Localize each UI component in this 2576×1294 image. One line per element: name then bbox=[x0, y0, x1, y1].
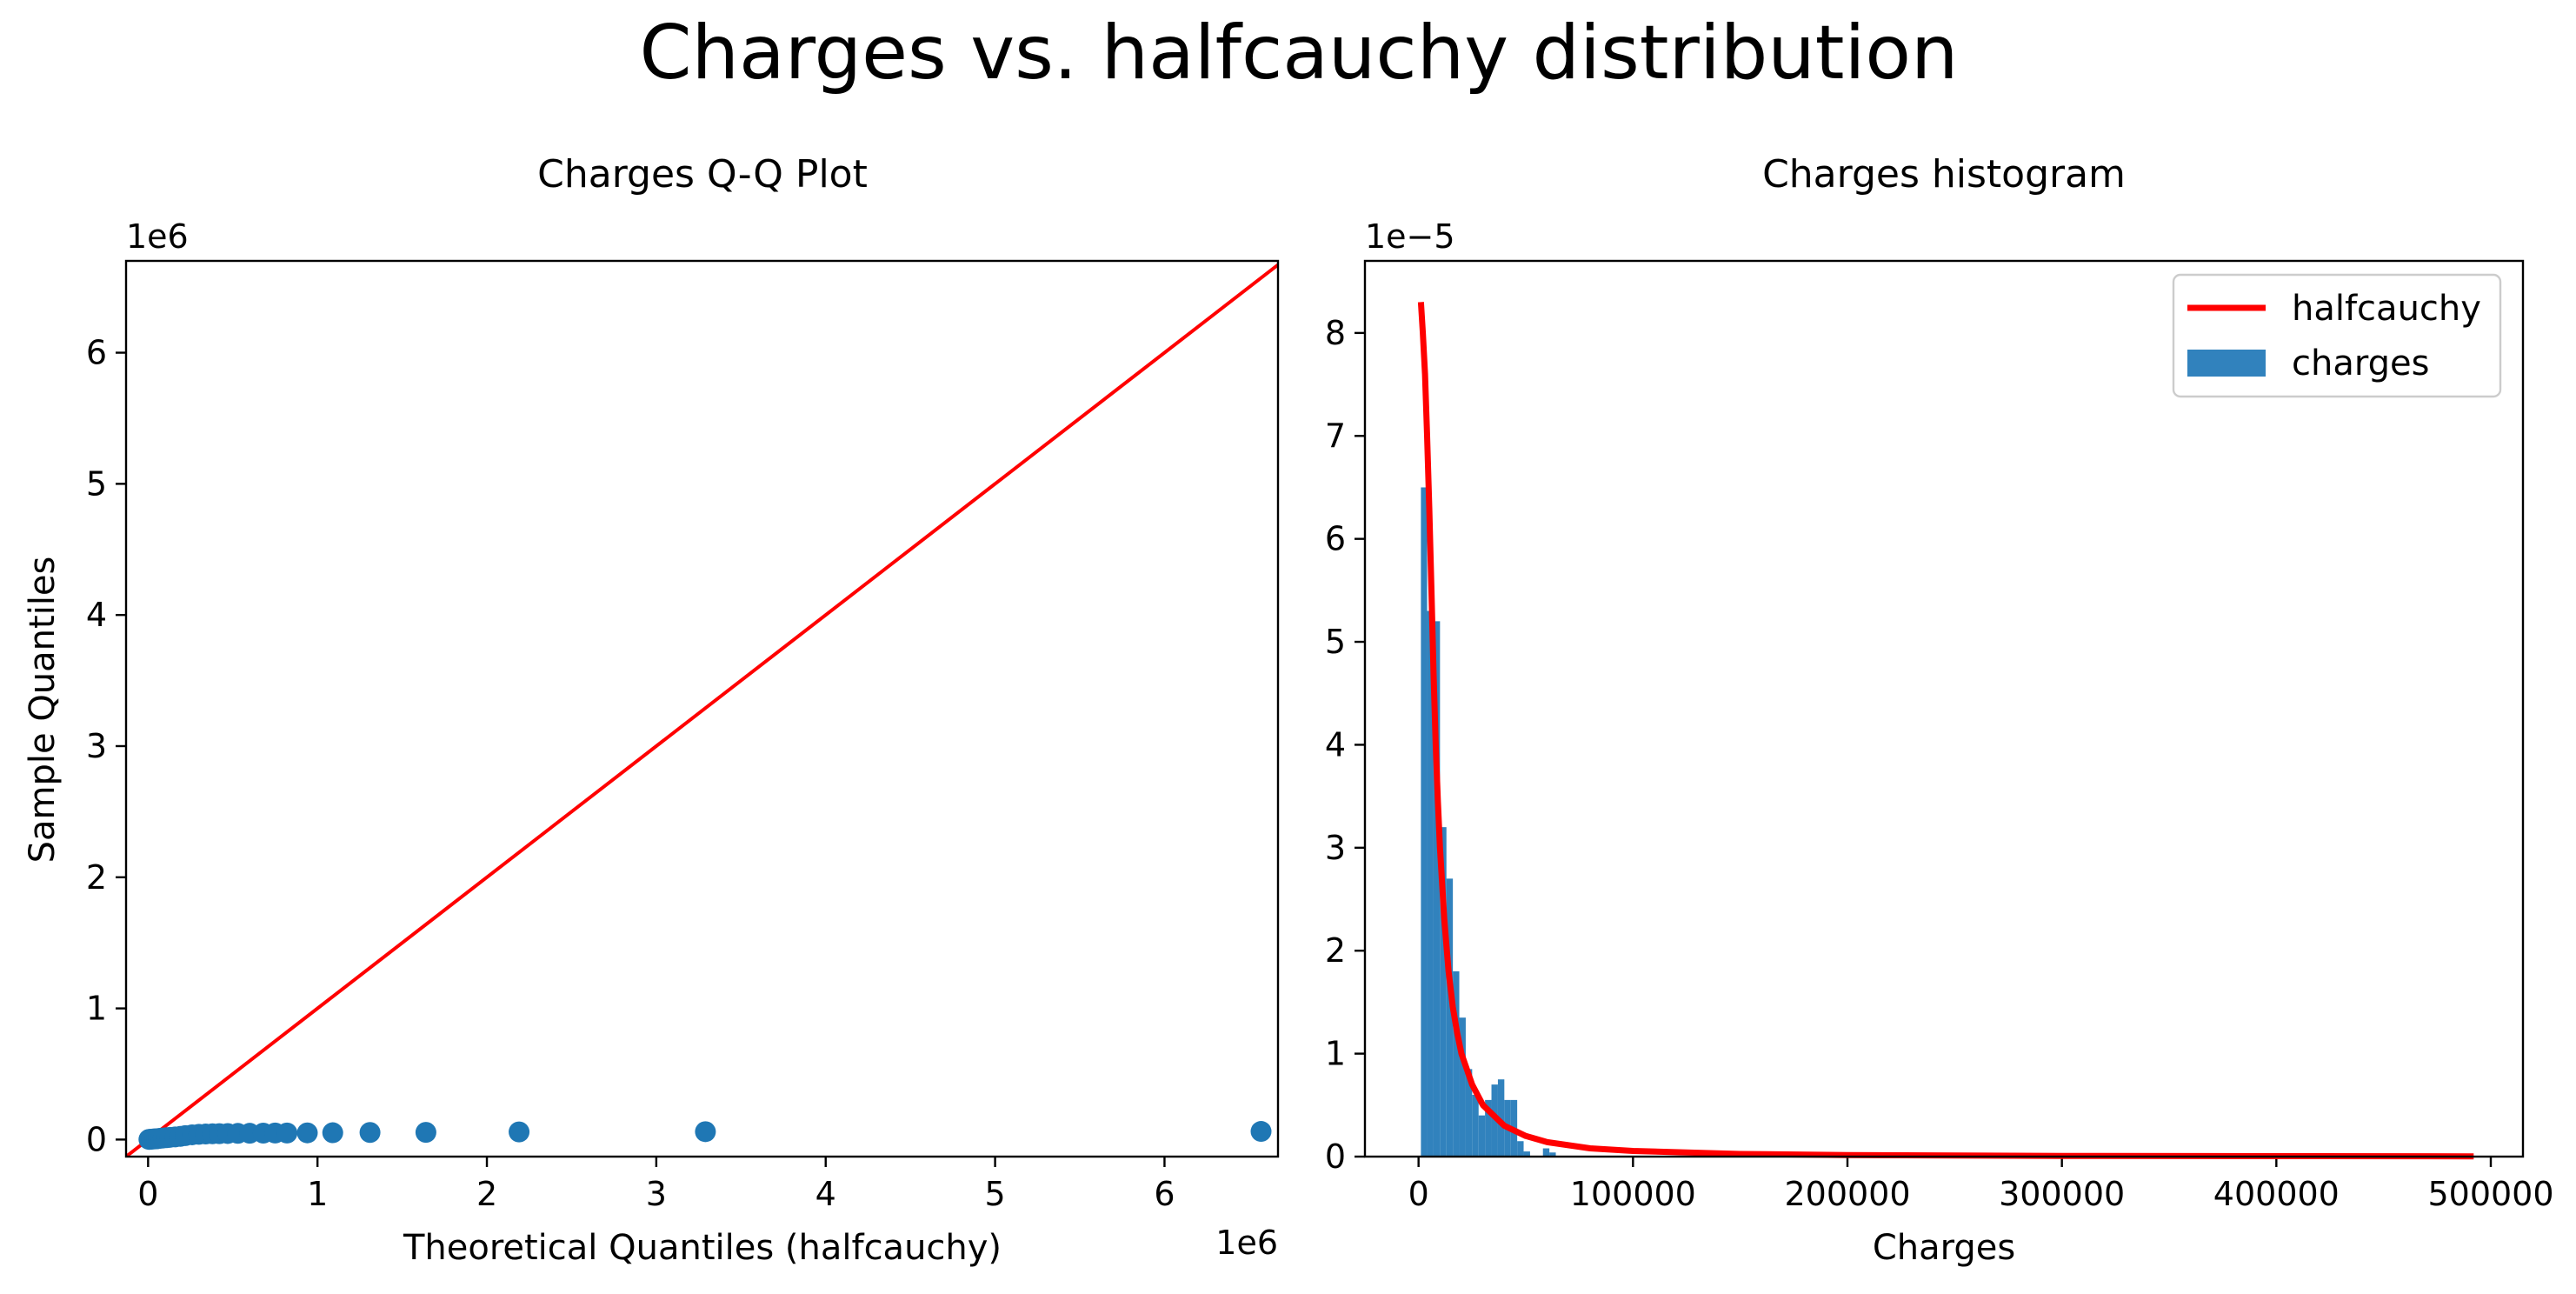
histogram-bar bbox=[1427, 610, 1434, 1157]
qq-y-tick-label: 2 bbox=[86, 858, 107, 897]
qq-reference-line bbox=[126, 262, 1278, 1157]
qq-y-offset-label: 1e6 bbox=[126, 217, 189, 256]
qq-point bbox=[1250, 1121, 1272, 1143]
hist-x-tick-label: 300000 bbox=[1999, 1175, 2125, 1213]
histogram-bar bbox=[1459, 1017, 1466, 1157]
qq-point bbox=[276, 1122, 298, 1144]
qq-point bbox=[322, 1122, 343, 1144]
qq-point bbox=[359, 1122, 381, 1144]
qq-x-offset-label: 1e6 bbox=[1215, 1224, 1278, 1262]
histogram-bar bbox=[1453, 970, 1460, 1157]
legend-charges-swatch bbox=[2187, 350, 2266, 377]
hist-y-tick-label: 6 bbox=[1325, 520, 1346, 558]
hist-legend: halfcauchy charges bbox=[2172, 273, 2502, 398]
histogram-panel: Charges histogram 1e−5 Charges 0 100000 20… bbox=[1325, 152, 2554, 1268]
hist-y-tick-label: 1 bbox=[1325, 1035, 1346, 1073]
histogram-bar bbox=[1497, 1079, 1505, 1157]
qq-y-tick-label: 5 bbox=[86, 464, 107, 503]
qq-x-tick-label: 5 bbox=[985, 1175, 1006, 1213]
hist-plot-area bbox=[1417, 302, 2474, 1160]
legend-halfcauchy-label: halfcauchy bbox=[2292, 289, 2481, 329]
histogram-title: Charges histogram bbox=[1762, 152, 2126, 197]
hist-y-tick-label: 0 bbox=[1325, 1137, 1346, 1176]
hist-x-axis-label: Charges bbox=[1873, 1228, 2015, 1268]
histogram-bar bbox=[1542, 1148, 1550, 1157]
hist-x-tick-label: 200000 bbox=[1784, 1175, 1910, 1213]
qq-x-tick-label: 2 bbox=[476, 1175, 497, 1213]
hist-x-tick-label: 500000 bbox=[2427, 1175, 2553, 1213]
hist-y-tick-label: 4 bbox=[1325, 725, 1346, 764]
qq-x-tick-label: 4 bbox=[815, 1175, 836, 1213]
qq-axis-ticks: 0 1 2 3 4 5 6 0 1 2 3 4 5 6 bbox=[86, 334, 1175, 1213]
hist-x-tick-label: 0 bbox=[1408, 1175, 1429, 1213]
histogram-bar bbox=[1465, 1069, 1473, 1157]
qq-x-tick-label: 3 bbox=[646, 1175, 667, 1213]
qq-x-tick-label: 0 bbox=[137, 1175, 158, 1213]
hist-axis-ticks: 0 100000 200000 300000 400000 500000 0 1 2 3 4 5 6 7 8 bbox=[1325, 314, 2554, 1213]
hist-y-offset-label: 1e−5 bbox=[1365, 217, 1455, 256]
qq-plot-title: Charges Q-Q Plot bbox=[537, 152, 868, 197]
hist-y-tick-label: 3 bbox=[1325, 829, 1346, 867]
hist-x-tick-label: 400000 bbox=[2213, 1175, 2340, 1213]
qq-point bbox=[509, 1121, 530, 1143]
histogram-bar bbox=[1433, 621, 1441, 1157]
histogram-bar bbox=[1478, 1115, 1486, 1157]
qq-x-axis-label: Theoretical Quantiles (halfcauchy) bbox=[403, 1228, 1002, 1268]
hist-y-tick-label: 8 bbox=[1325, 314, 1346, 352]
histogram-bar bbox=[1472, 1094, 1479, 1157]
histogram-bar bbox=[1440, 827, 1447, 1157]
qq-plot-panel: Charges Q-Q Plot 1e6 1e6 Theoretical Qua… bbox=[23, 152, 1280, 1268]
halfcauchy-curve bbox=[1417, 302, 2474, 1160]
qq-y-tick-label: 4 bbox=[86, 596, 107, 634]
histogram-bar bbox=[1517, 1141, 1524, 1157]
qq-y-tick-label: 6 bbox=[86, 334, 107, 372]
qq-y-axis-label: Sample Quantiles bbox=[23, 557, 63, 864]
qq-point bbox=[695, 1121, 716, 1143]
figure-title: Charges vs. halfcauchy distribution bbox=[639, 10, 1958, 97]
qq-x-tick-label: 6 bbox=[1154, 1175, 1175, 1213]
hist-x-tick-label: 100000 bbox=[1570, 1175, 1696, 1213]
qq-point bbox=[415, 1122, 436, 1144]
qq-point bbox=[296, 1122, 318, 1144]
qq-x-tick-label: 1 bbox=[307, 1175, 328, 1213]
histogram-bar bbox=[1446, 878, 1454, 1157]
qq-axes-frame bbox=[124, 259, 1280, 1158]
hist-axes-frame bbox=[1363, 259, 2525, 1158]
qq-y-tick-label: 1 bbox=[86, 990, 107, 1028]
hist-y-tick-label: 5 bbox=[1325, 623, 1346, 661]
hist-y-tick-label: 2 bbox=[1325, 931, 1346, 970]
qq-y-tick-label: 3 bbox=[86, 727, 107, 765]
histogram-bar bbox=[1421, 487, 1428, 1157]
qq-plot-area bbox=[126, 262, 1278, 1157]
histogram-bar bbox=[1485, 1099, 1492, 1157]
histogram-bar bbox=[1549, 1152, 1556, 1157]
legend-charges-label: charges bbox=[2292, 344, 2429, 384]
hist-y-tick-label: 7 bbox=[1325, 417, 1346, 455]
histogram-bar bbox=[1523, 1151, 1530, 1157]
qq-y-tick-label: 0 bbox=[86, 1120, 107, 1158]
